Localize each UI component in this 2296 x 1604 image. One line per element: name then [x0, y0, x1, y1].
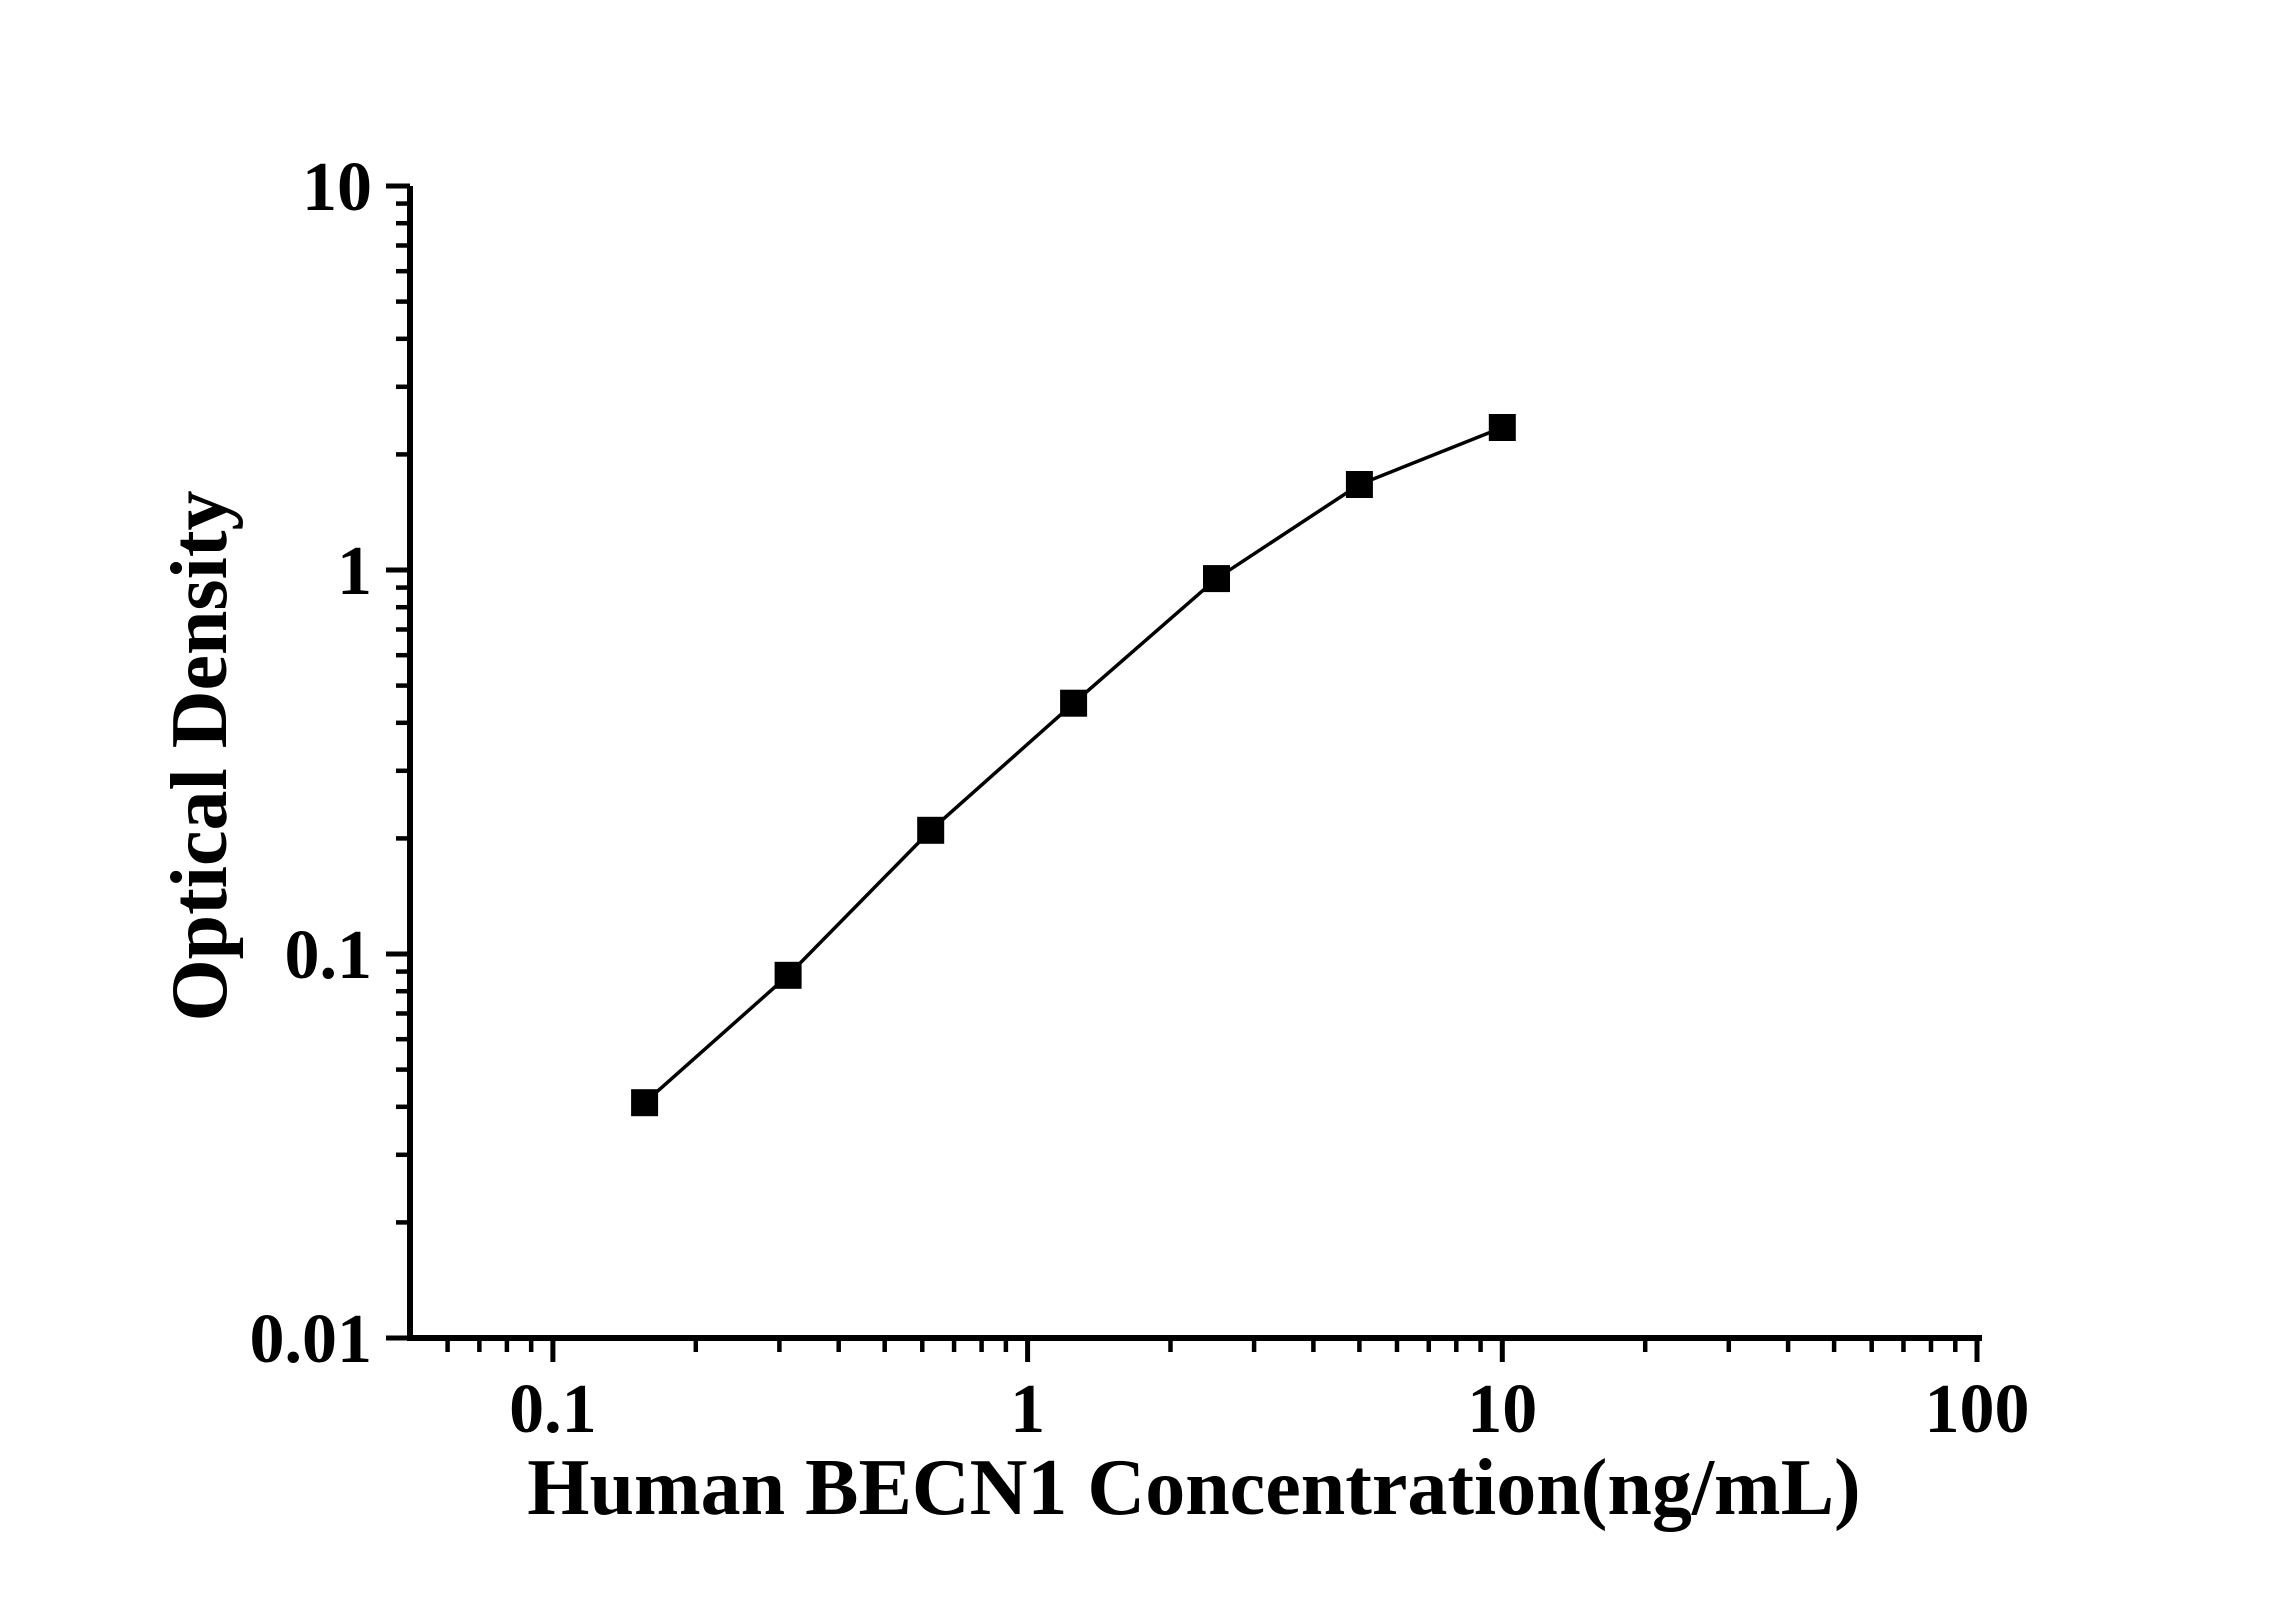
data-point-marker	[1345, 471, 1373, 498]
x-tick-label: 10	[1467, 1371, 1537, 1448]
x-tick-label: 0.1	[509, 1371, 597, 1448]
y-tick-label: 0.1	[285, 917, 373, 994]
data-point-marker	[1203, 565, 1230, 593]
data-point-marker	[917, 816, 945, 844]
data-point-marker	[774, 961, 802, 989]
x-tick-label: 100	[1925, 1371, 2030, 1448]
y-tick-label: 0.01	[250, 1301, 373, 1378]
y-axis-title: Optical Density	[156, 490, 244, 1021]
data-point-marker	[631, 1089, 659, 1117]
x-axis-title: Human BECN1 Concentration(ng/mL)	[527, 1444, 1860, 1532]
x-tick-label: 1	[1010, 1371, 1045, 1448]
data-point-marker	[1488, 414, 1516, 441]
axes: 0.1 1 10 100 0.01 0.1 1 10	[250, 149, 2030, 1448]
data-series	[631, 414, 1516, 1117]
y-tick-label: 10	[302, 149, 372, 226]
data-point-marker	[1060, 689, 1088, 717]
y-tick-label: 1	[337, 533, 372, 610]
series-line	[643, 425, 1503, 1105]
